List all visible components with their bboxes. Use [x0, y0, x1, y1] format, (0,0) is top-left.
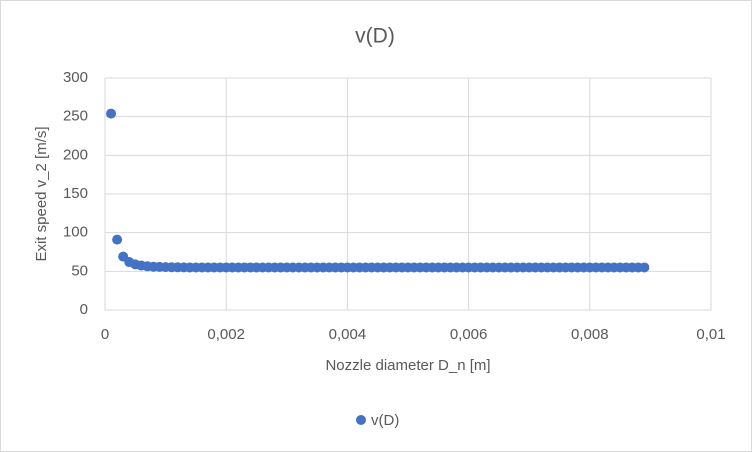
y-tick-label: 100: [63, 224, 88, 241]
x-axis-title: Nozzle diameter D_n [m]: [325, 357, 490, 374]
x-tick-label: 0,004: [329, 326, 367, 343]
chart-title: v(D): [355, 25, 395, 48]
y-tick-label: 50: [71, 262, 88, 279]
y-tick-label: 300: [63, 69, 88, 86]
y-tick-label: 250: [63, 108, 88, 125]
y-tick-label: 200: [63, 146, 88, 163]
x-tick-label: 0,01: [696, 326, 725, 343]
x-tick-label: 0,006: [450, 326, 488, 343]
legend-marker: [356, 415, 366, 425]
data-point: [639, 262, 650, 273]
legend-label: v(D): [371, 412, 399, 429]
data-point: [106, 108, 117, 119]
y-tick-label: 0: [80, 301, 88, 318]
y-tick-label: 150: [63, 185, 88, 202]
x-tick-label: 0: [101, 326, 109, 343]
x-tick-label: 0,008: [571, 326, 609, 343]
x-tick-label: 0,002: [207, 326, 245, 343]
data-point: [112, 234, 123, 245]
y-axis-title: Exit speed v_2 [m/s]: [33, 126, 50, 261]
